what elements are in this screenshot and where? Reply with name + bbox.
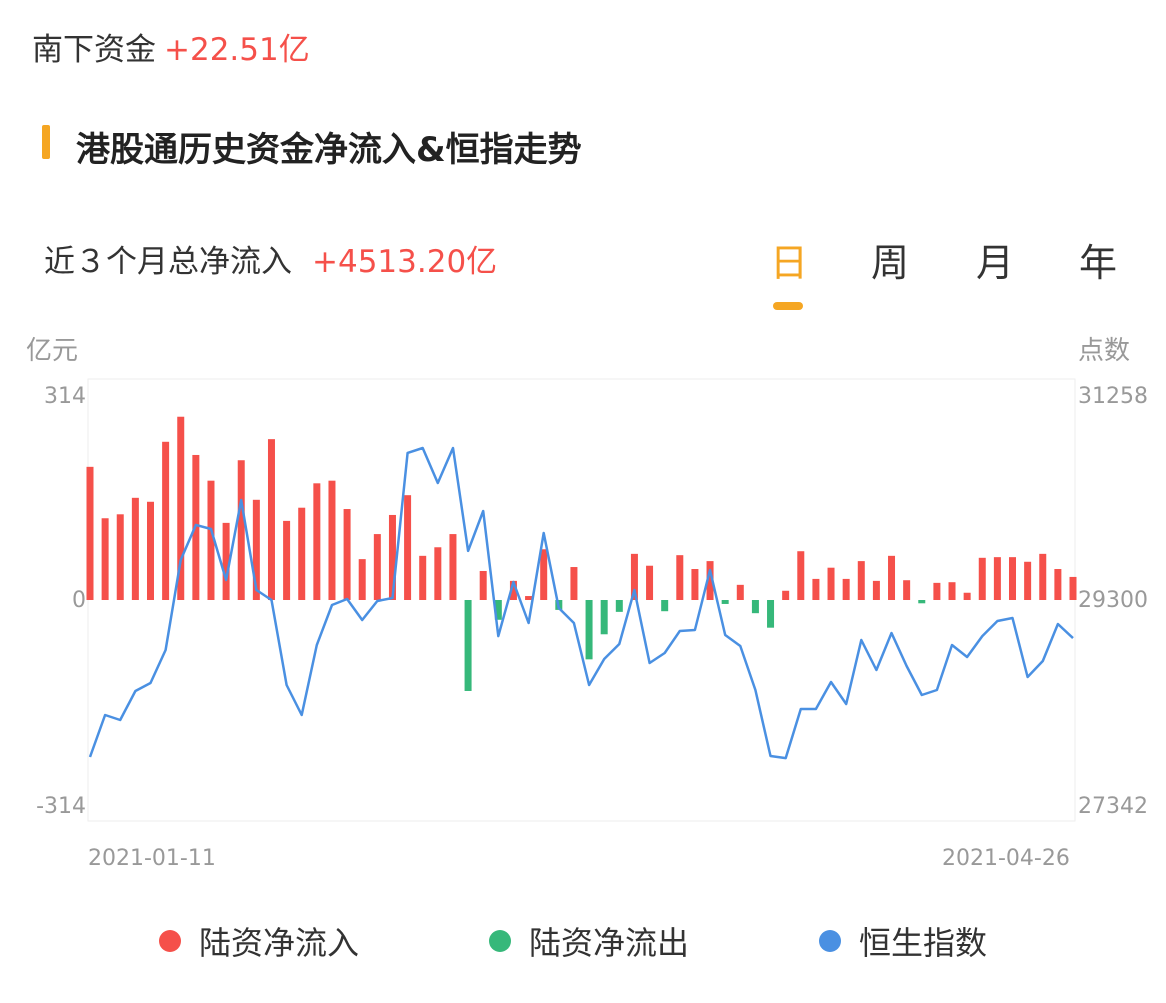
inflow-bar	[298, 507, 306, 600]
summary-row: 近３个月总净流入 +4513.20亿	[44, 236, 497, 281]
inflow-bar	[313, 483, 321, 600]
inflow-bar	[1069, 576, 1077, 600]
inflow-bar	[570, 567, 578, 600]
inflow-bar	[252, 499, 260, 600]
inflow-bar	[404, 495, 412, 600]
right-tick: 29300	[1078, 588, 1148, 613]
inflow-bar	[948, 582, 956, 600]
inflow-bar	[283, 520, 291, 600]
legend-index: 恒生指数	[819, 918, 987, 964]
inflow-bar	[1009, 557, 1017, 600]
inflow-bar	[131, 497, 139, 600]
inflow-bar	[146, 501, 154, 600]
inflow-bar	[373, 534, 381, 600]
summary-label: 近３个月总净流入	[44, 244, 292, 280]
inflow-bar	[101, 518, 109, 600]
outflow-bar	[600, 600, 608, 635]
inflow-bar	[479, 570, 487, 600]
inflow-bar	[1024, 561, 1032, 600]
left-tick: 314	[44, 384, 86, 409]
legend-label: 恒生指数	[859, 924, 988, 962]
inflow-bar	[797, 551, 805, 600]
outflow-dot-icon	[489, 930, 511, 952]
inflow-bar	[207, 480, 215, 600]
x-tick-start: 2021-01-11	[88, 846, 216, 871]
right-axis-label: 点数	[1078, 336, 1131, 366]
inflow-bar	[630, 553, 638, 600]
inflow-bar	[872, 580, 880, 600]
inflow-bar	[933, 582, 941, 600]
inflow-bar	[343, 509, 351, 600]
inflow-bar	[267, 439, 275, 600]
legend-inflow: 陆资净流入	[159, 918, 359, 964]
inflow-bar	[812, 578, 820, 600]
inflow-bar	[222, 522, 230, 600]
tab-day[interactable]: 日	[770, 241, 809, 285]
section-title: 港股通历史资金净流入&恒指走势	[76, 130, 582, 170]
inflow-bar	[903, 580, 911, 600]
inflow-bar	[888, 555, 896, 600]
inflow-bar	[1039, 553, 1047, 600]
inflow-bar	[978, 557, 986, 600]
right-tick: 27342	[1078, 794, 1148, 819]
flow-index-chart	[86, 378, 1077, 822]
summary-value: +4513.20亿	[312, 244, 498, 280]
inflow-bar	[162, 441, 170, 600]
southbound-funds: 南下资金 +22.51亿	[32, 24, 310, 69]
inflow-bar	[1054, 569, 1062, 600]
inflow-bar	[449, 534, 457, 600]
inflow-bar	[86, 466, 94, 600]
plot-frame	[87, 378, 1076, 822]
outflow-bar	[615, 600, 623, 612]
inflow-bar	[116, 514, 124, 600]
outflow-bar	[464, 600, 472, 691]
outflow-bar	[661, 600, 669, 612]
left-tick: -314	[36, 794, 86, 819]
inflow-bar	[842, 578, 850, 600]
index-dot-icon	[819, 930, 841, 952]
hsi-line	[88, 446, 1074, 760]
inflow-bar	[993, 557, 1001, 600]
active-tab-indicator	[773, 302, 803, 310]
left-axis-label: 亿元	[26, 336, 79, 366]
inflow-bar	[676, 555, 684, 600]
tab-month[interactable]: 月	[976, 241, 1015, 285]
inflow-bar	[706, 561, 714, 600]
inflow-bar	[782, 590, 790, 600]
title-accent-bar	[42, 125, 50, 159]
inflow-bar	[646, 565, 654, 600]
outflow-bar	[585, 600, 593, 660]
legend-outflow: 陆资净流出	[489, 918, 689, 964]
left-tick: 0	[72, 588, 86, 613]
tab-week[interactable]: 周	[871, 241, 910, 285]
tab-year[interactable]: 年	[1079, 241, 1118, 285]
right-tick: 31258	[1078, 384, 1148, 409]
inflow-bar	[525, 596, 533, 600]
outflow-bar	[918, 600, 926, 604]
inflow-bar	[509, 580, 517, 600]
inflow-bar	[736, 584, 744, 600]
inflow-bar	[419, 555, 427, 600]
inflow-bar	[328, 480, 336, 600]
inflow-bar	[177, 416, 185, 600]
legend-label: 陆资净流出	[529, 924, 690, 962]
outflow-bar	[721, 600, 729, 604]
outflow-bar	[751, 600, 759, 614]
inflow-bar	[827, 567, 835, 600]
outflow-bar	[494, 600, 502, 620]
inflow-bar	[237, 460, 245, 600]
inflow-bar	[388, 514, 396, 600]
outflow-bar	[767, 600, 775, 628]
legend-label: 陆资净流入	[199, 924, 360, 962]
southbound-value: +22.51亿	[164, 32, 310, 68]
inflow-bar	[857, 561, 865, 600]
inflow-bar	[358, 559, 366, 600]
inflow-bar	[691, 569, 699, 600]
inflow-bar	[434, 547, 442, 600]
inflow-bar	[963, 592, 971, 600]
southbound-label: 南下资金	[32, 32, 156, 68]
x-tick-end: 2021-04-26	[942, 846, 1070, 871]
inflow-dot-icon	[159, 930, 181, 952]
inflow-bar	[540, 549, 548, 600]
